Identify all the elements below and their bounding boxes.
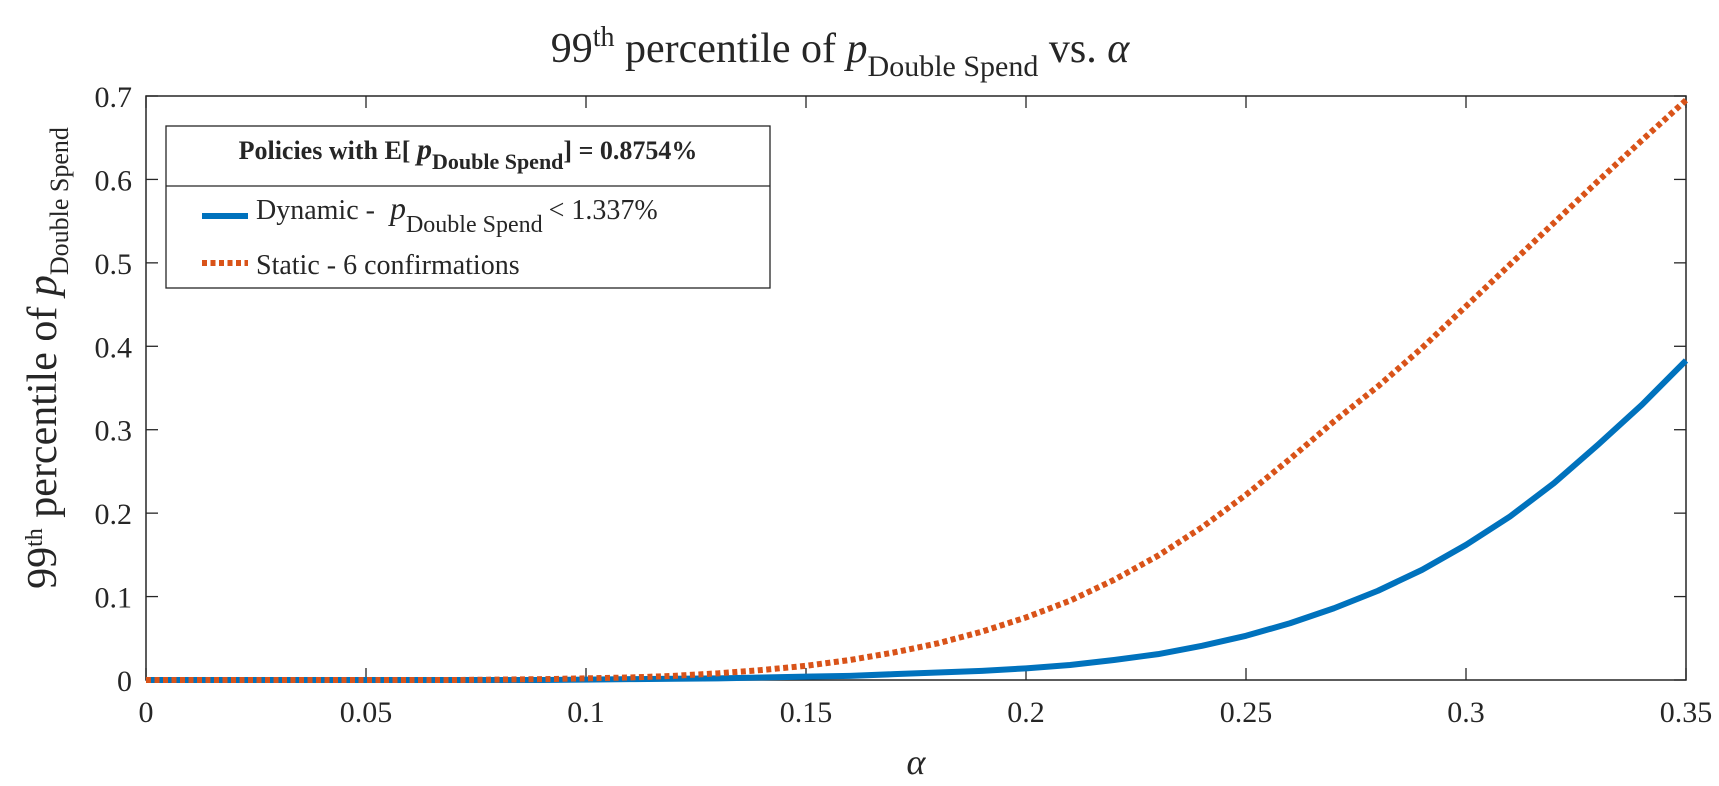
legend-title-sub: Double Spend — [432, 149, 563, 174]
y-tick-label: 0.6 — [95, 164, 133, 197]
y-tick-label: 0.1 — [95, 582, 133, 615]
legend-entry-dynamic: Dynamic - pDouble Spend < 1.337% — [256, 190, 658, 238]
axes-box — [145, 95, 1687, 681]
title-middle: percentile of — [615, 26, 847, 72]
chart-title: 99th percentile of pDouble Spend vs. α — [551, 22, 1131, 83]
x-tick-label: 0.35 — [1660, 696, 1713, 729]
y-axis-label: 99th percentile of pDouble Spend — [20, 127, 74, 589]
y-tick-label: 0 — [117, 665, 132, 698]
legend-dynamic-sub: Double Spend — [406, 212, 543, 238]
x-axis-label: α — [907, 742, 927, 781]
legend-entry-static: Static - 6 confirmations — [256, 250, 520, 281]
ylabel-prefix: 99 — [20, 547, 66, 589]
legend-dynamic-var: p — [388, 190, 406, 226]
x-tick-label: 0.05 — [340, 696, 393, 729]
title-sub: Double Spend — [868, 50, 1039, 83]
x-tick-label: 0.2 — [1007, 696, 1045, 729]
y-tick-label: 0.3 — [95, 415, 133, 448]
title-sup: th — [593, 22, 615, 53]
series-line-dynamic — [146, 358, 1689, 683]
y-tick-label: 0.7 — [95, 81, 133, 114]
x-tick-label: 0.3 — [1447, 696, 1485, 729]
tick-group: 0 0.05 0.1 0.15 0.2 0.25 0.3 0.35 0 0.1 0.2 0.3 0.4 0… — [95, 81, 1713, 729]
legend-box — [165, 125, 771, 289]
x-tick-label: 0.25 — [1220, 696, 1273, 729]
title-suffix: vs. — [1038, 26, 1107, 72]
ylabel-middle: percentile of — [20, 296, 66, 528]
title-greek: α — [1107, 26, 1130, 72]
legend-dynamic-suffix: < 1.337% — [549, 195, 658, 226]
legend: Policies with E[ pDouble Spend] = 0.8754… — [165, 125, 771, 289]
y-tick-label: 0.5 — [95, 248, 133, 281]
legend-title: Policies with E[ pDouble Spend] = 0.8754… — [239, 133, 698, 174]
title-prefix: 99 — [551, 26, 593, 72]
series-group — [146, 97, 1689, 683]
legend-title-var: p — [414, 133, 432, 166]
legend-title-prefix: Policies with E[ — [239, 136, 417, 165]
title-var: p — [844, 26, 868, 72]
legend-dynamic-prefix: Dynamic - — [256, 195, 382, 226]
y-tick-label: 0.4 — [95, 331, 133, 364]
ylabel-var: p — [20, 275, 66, 299]
y-tick-label: 0.2 — [95, 498, 133, 531]
x-tick-label: 0.1 — [567, 696, 605, 729]
legend-title-suffix: ] = 0.8754% — [563, 136, 697, 165]
x-tick-label: 0.15 — [780, 696, 833, 729]
series-line-static — [146, 97, 1689, 683]
x-tick-label: 0 — [139, 696, 154, 729]
ylabel-sup: th — [22, 528, 48, 547]
ylabel-sub: Double Spend — [45, 127, 74, 275]
